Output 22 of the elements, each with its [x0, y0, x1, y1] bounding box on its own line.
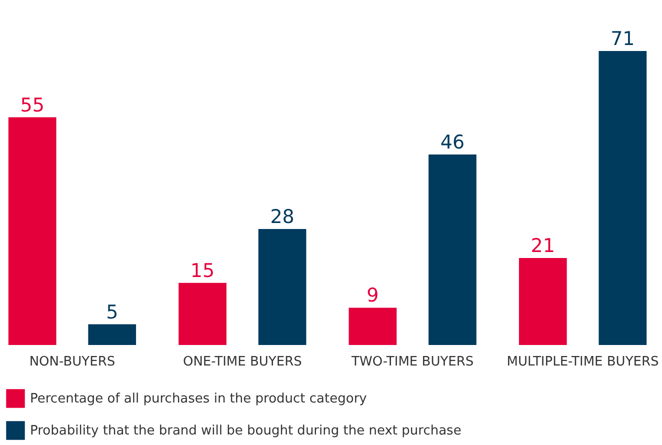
- bar: [88, 324, 136, 345]
- data-label: 46: [440, 132, 465, 154]
- data-label: 15: [190, 260, 215, 282]
- x-tick-label: ONE-TIME BUYERS: [182, 354, 302, 370]
- bar: [258, 229, 306, 345]
- bar: [598, 51, 647, 345]
- bar: [8, 117, 56, 345]
- x-tick-label: MULTIPLE-TIME BUYERS: [506, 354, 659, 370]
- data-label: 9: [366, 284, 379, 307]
- x-tick-label: TWO-TIME BUYERS: [350, 354, 474, 370]
- bar: [348, 308, 397, 345]
- data-label: 55: [20, 94, 44, 116]
- legend-label: Percentage of all purchases in the product category: [30, 392, 368, 406]
- data-label: 28: [270, 206, 294, 228]
- bar: [518, 258, 567, 345]
- data-label: 21: [530, 235, 555, 258]
- data-label: 71: [610, 28, 635, 50]
- bar: [178, 282, 226, 345]
- x-tick-label: NON-BUYERS: [29, 354, 116, 370]
- legend-label: Probability that the brand will be bought during the next purchase: [30, 424, 462, 438]
- bar: [428, 154, 476, 345]
- data-label: 5: [106, 301, 118, 324]
